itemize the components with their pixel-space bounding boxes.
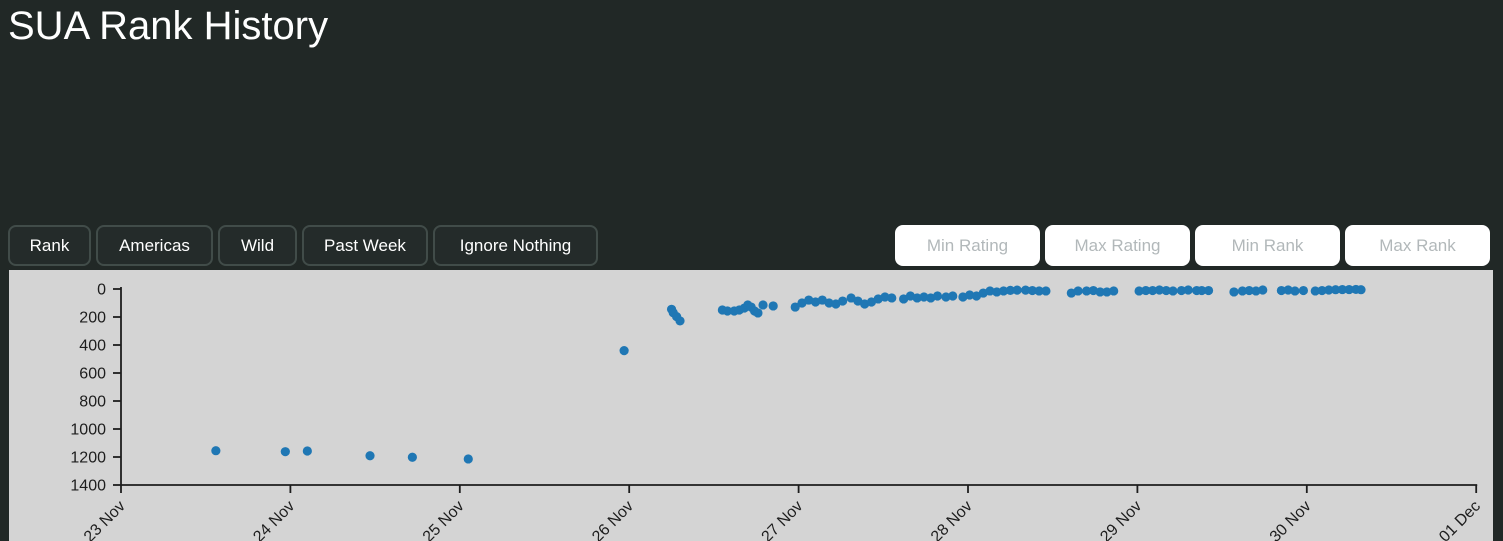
data-point: [1317, 285, 1327, 296]
max-rating-input[interactable]: [1045, 225, 1190, 266]
data-point: [1176, 285, 1187, 296]
data-point: [912, 293, 922, 303]
data-point: [753, 308, 763, 318]
max-rank-input[interactable]: [1345, 225, 1490, 266]
x-axis-tick-label: 26 Nov: [589, 498, 637, 541]
x-axis-tick-label: 30 Nov: [1267, 498, 1315, 541]
data-point: [880, 292, 890, 302]
data-point: [1081, 286, 1092, 296]
data-point: [1148, 285, 1158, 296]
data-point: [1258, 285, 1268, 295]
x-axis-tick-label: 29 Nov: [1097, 498, 1145, 541]
data-point: [1109, 286, 1119, 296]
min-rating-input[interactable]: [895, 225, 1040, 266]
ignore-nothing-button[interactable]: Ignore Nothing: [433, 225, 598, 266]
data-point: [1283, 285, 1293, 295]
rank-history-plot: 0 200 400 600 800 1000 1200 1400 23 Nov 24 Nov 25 …: [70, 282, 1484, 541]
data-point: [1041, 286, 1051, 296]
y-axis-tick-label: 1000: [70, 422, 106, 439]
data-point: [838, 296, 848, 306]
data-point: [1027, 285, 1037, 296]
data-point: [998, 286, 1009, 296]
y-axis-tick-label: 800: [79, 394, 106, 411]
data-point: [1020, 285, 1031, 295]
data-point: [722, 306, 733, 316]
x-axis-tick-label: 28 Nov: [928, 498, 976, 541]
data-point: [965, 290, 975, 300]
data-point: [1102, 287, 1112, 297]
x-axis-tick-label: 01 Dec: [1436, 498, 1484, 541]
data-point: [1034, 286, 1044, 296]
data-point: [1095, 287, 1105, 297]
data-point: [365, 451, 375, 461]
data-point: [1134, 286, 1144, 296]
filter-button-group: Rank Americas Wild Past Week Ignore Noth…: [8, 225, 598, 266]
region-americas-button[interactable]: Americas: [96, 225, 213, 266]
data-point: [1298, 285, 1309, 296]
data-point: [463, 454, 473, 464]
data-point: [675, 316, 685, 326]
data-point: [280, 447, 290, 457]
data-point: [941, 292, 951, 302]
data-point: [1073, 286, 1083, 296]
data-point: [887, 293, 897, 303]
rank-history-chart: 0 200 400 600 800 1000 1200 1400 23 Nov 24 Nov 25 …: [9, 270, 1493, 541]
past-week-button[interactable]: Past Week: [302, 225, 428, 266]
data-point: [1244, 285, 1254, 296]
min-rank-input[interactable]: [1195, 225, 1340, 266]
data-point: [302, 446, 312, 456]
rank-mode-button[interactable]: Rank: [8, 225, 91, 266]
data-point: [1154, 285, 1165, 295]
data-point: [1012, 285, 1022, 295]
data-point: [948, 291, 958, 301]
data-point: [1251, 286, 1261, 296]
x-axis-tick-label: 23 Nov: [81, 498, 129, 541]
data-point: [992, 287, 1002, 297]
y-axis-tick-label: 1400: [70, 478, 106, 495]
data-point: [1168, 286, 1178, 296]
page-title: SUA Rank History: [8, 4, 329, 48]
data-point: [407, 452, 417, 462]
data-point: [1290, 286, 1300, 296]
data-point: [919, 292, 929, 302]
data-point: [211, 446, 221, 456]
data-point: [1276, 285, 1286, 296]
y-axis-tick-label: 200: [79, 310, 106, 327]
data-point: [619, 346, 629, 356]
data-point: [1161, 285, 1171, 296]
y-axis-tick-label: 0: [97, 282, 106, 299]
format-wild-button[interactable]: Wild: [218, 225, 297, 266]
y-axis-tick-label: 400: [79, 338, 106, 355]
data-point: [1356, 285, 1366, 295]
data-point: [932, 291, 943, 301]
data-point: [1337, 284, 1347, 295]
data-point: [768, 301, 778, 311]
x-axis-tick-label: 27 Nov: [759, 498, 807, 541]
x-axis-tick-label: 25 Nov: [420, 498, 468, 541]
data-point: [985, 286, 995, 296]
data-point: [1310, 286, 1320, 296]
data-point: [1183, 285, 1193, 295]
data-point: [824, 298, 834, 308]
range-input-group: [895, 225, 1490, 266]
data-point: [1203, 285, 1214, 296]
data-point: [1141, 285, 1151, 296]
data-point: [1197, 285, 1207, 296]
data-point: [1229, 287, 1239, 297]
y-axis-tick-label: 600: [79, 366, 106, 383]
data-point: [1330, 285, 1341, 295]
data-point: [1005, 285, 1015, 295]
y-axis-tick-label: 1200: [70, 450, 106, 467]
x-axis-tick-label: 24 Nov: [250, 498, 298, 541]
data-point: [1324, 285, 1334, 295]
toolbar: Rank Americas Wild Past Week Ignore Noth…: [0, 225, 1503, 266]
data-point: [758, 300, 768, 310]
data-point: [790, 302, 800, 312]
data-point: [1237, 286, 1248, 296]
data-point: [1344, 284, 1354, 295]
